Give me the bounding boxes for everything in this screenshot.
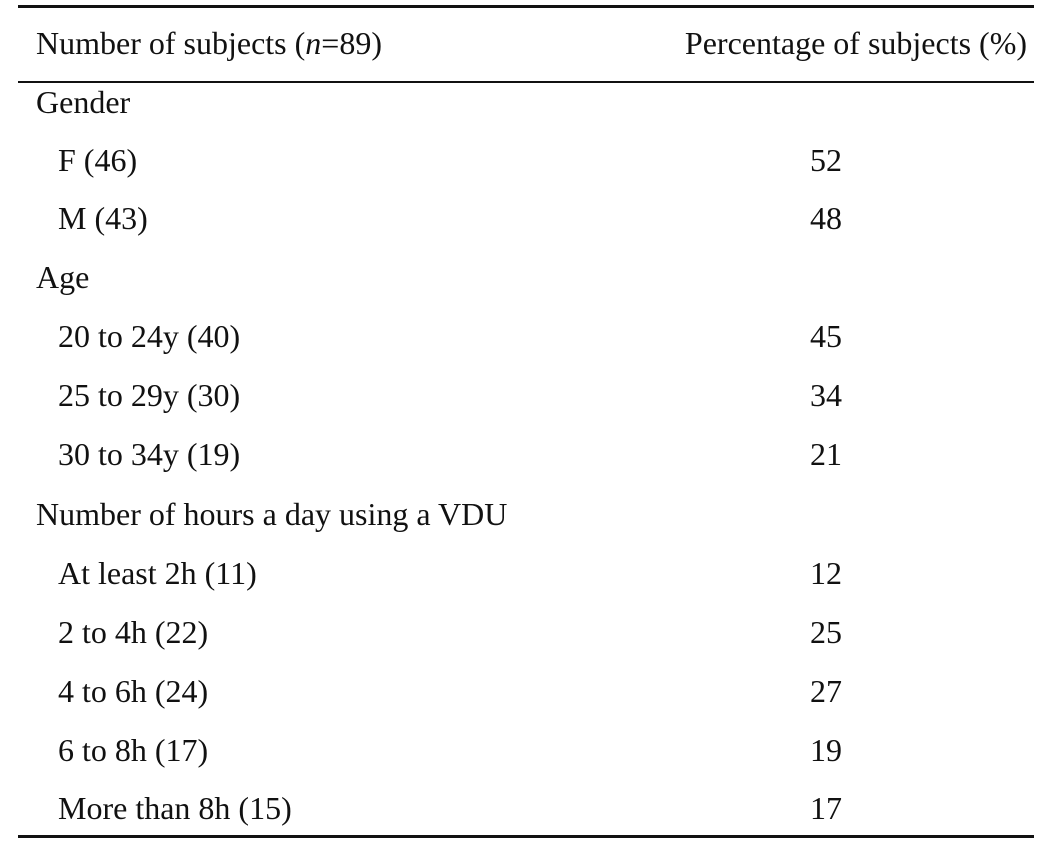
column-header-prefix: Number of subjects ( <box>36 25 306 61</box>
row-value: 19 <box>810 732 842 768</box>
row-label: 4 to 6h (24) <box>58 673 209 709</box>
row-label: 6 to 8h (17) <box>58 732 209 768</box>
row-label: 30 to 34y (19) <box>58 436 241 472</box>
table-top-rule <box>18 5 1034 8</box>
table-header-rule <box>18 81 1034 83</box>
column-header-percentage: Percentage of subjects (%) <box>684 25 1027 61</box>
table-row: F (46) 52 <box>0 131 1053 189</box>
row-label: 25 to 29y (30) <box>58 377 241 413</box>
group-heading-age: Age <box>36 259 90 295</box>
row-label: 20 to 24y (40) <box>58 318 241 354</box>
row-value: 12 <box>810 555 842 591</box>
group-heading-hours: Number of hours a day using a VDU <box>36 496 508 532</box>
column-header-n: n <box>305 25 322 61</box>
group-heading-row: Number of hours a day using a VDU <box>0 485 1053 543</box>
table-row: More than 8h (15) 17 <box>0 779 1053 837</box>
table-row: 20 to 24y (40) 45 <box>0 307 1053 365</box>
row-label: More than 8h (15) <box>58 790 292 826</box>
table-row: 30 to 34y (19) 21 <box>0 425 1053 483</box>
table-bottom-rule <box>18 835 1034 838</box>
row-value: 48 <box>810 200 842 236</box>
row-value: 17 <box>810 790 842 826</box>
table-row: M (43) 48 <box>0 189 1053 247</box>
table-row: 2 to 4h (22) 25 <box>0 603 1053 661</box>
table-header-row: Number of subjects (n=89) Percentage of … <box>0 14 1053 72</box>
group-heading-row: Gender <box>0 73 1053 131</box>
row-value: 45 <box>810 318 842 354</box>
row-value: 25 <box>810 614 842 650</box>
row-value: 27 <box>810 673 842 709</box>
column-header-subjects: Number of subjects (n=89) <box>36 14 382 72</box>
row-label: F (46) <box>58 142 138 178</box>
group-heading-gender: Gender <box>36 84 131 120</box>
table-row: 4 to 6h (24) 27 <box>0 662 1053 720</box>
table-row: 25 to 29y (30) 34 <box>0 366 1053 424</box>
group-heading-row: Age <box>0 248 1053 306</box>
row-value: 21 <box>810 436 842 472</box>
row-label: At least 2h (11) <box>58 555 257 591</box>
table-row: At least 2h (11) 12 <box>0 544 1053 602</box>
row-label: 2 to 4h (22) <box>58 614 209 650</box>
column-header-suffix: =89) <box>321 25 382 61</box>
row-label: M (43) <box>58 200 148 236</box>
row-value: 34 <box>810 377 842 413</box>
row-value: 52 <box>810 142 842 178</box>
table-row: 6 to 8h (17) 19 <box>0 721 1053 779</box>
